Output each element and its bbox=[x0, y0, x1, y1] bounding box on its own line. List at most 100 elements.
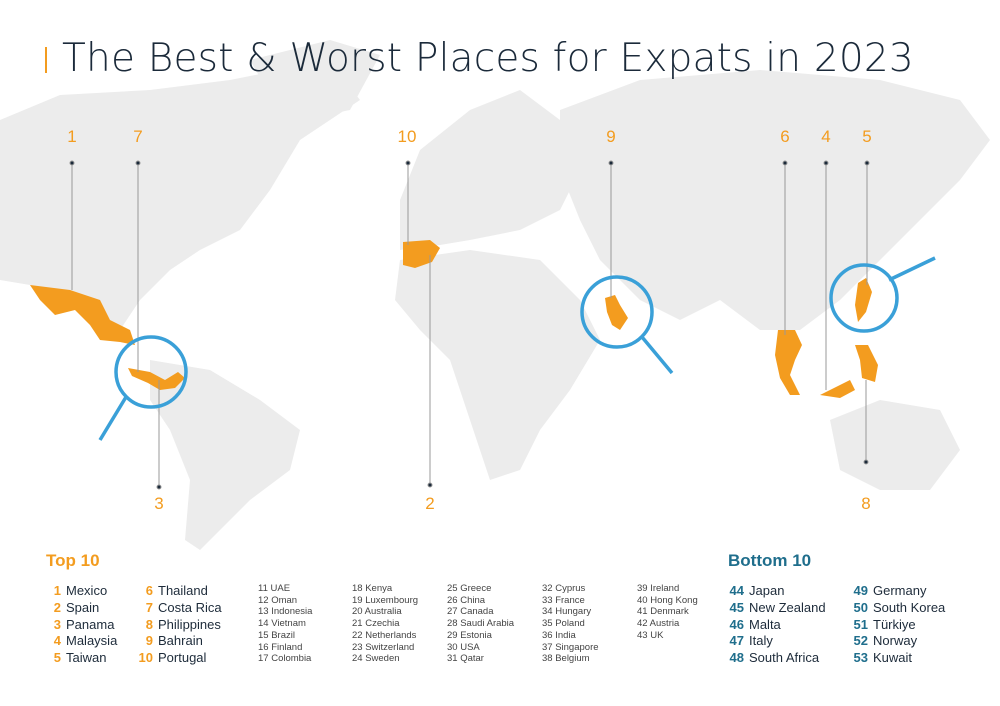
middle-rank-item: 18 Kenya bbox=[352, 583, 393, 594]
top10-item: 1 Mexico bbox=[45, 583, 107, 598]
middle-rank-item: 29 Estonia bbox=[447, 629, 492, 641]
callout-rank-taiwan: 5 bbox=[862, 127, 872, 146]
country-name: Malta bbox=[749, 617, 781, 632]
asia bbox=[560, 70, 990, 330]
country-name: Bahrain bbox=[158, 633, 203, 648]
middle-rank-item: 24 Sweden bbox=[352, 653, 400, 665]
country-name: Japan bbox=[749, 583, 785, 598]
middle-rank-item: 22 Netherlands bbox=[352, 629, 417, 641]
title-accent-bar bbox=[45, 47, 47, 73]
country-name: Türkiye bbox=[873, 617, 916, 632]
middle-rank-item: 20 Australia bbox=[352, 606, 402, 618]
country-name: Spain bbox=[66, 600, 100, 615]
top10-item: 5 Taiwan bbox=[45, 650, 107, 665]
middle-rank-item: 31 Qatar bbox=[447, 653, 484, 665]
middle-rank-item: 25 Greece bbox=[447, 583, 492, 594]
top10-item: 2 Spain bbox=[45, 600, 99, 615]
middle-rank-item: 42 Austria bbox=[637, 618, 680, 630]
south-america bbox=[150, 360, 300, 550]
rank-number: 47 bbox=[729, 633, 744, 648]
middle-rank-item: 41 Denmark bbox=[637, 606, 689, 618]
country-name: New Zealand bbox=[749, 600, 826, 615]
top10-item: 4 Malaysia bbox=[45, 633, 118, 648]
rank-number: 1 bbox=[53, 583, 61, 598]
magnifier-icons bbox=[98, 256, 936, 441]
spain-portugal-shape bbox=[403, 240, 440, 268]
middle-rank-item: 27 Canada bbox=[447, 606, 494, 618]
country-name: Panama bbox=[66, 617, 115, 632]
north-america bbox=[0, 60, 360, 330]
top10-item: 10 Portugal bbox=[137, 650, 207, 665]
highlighted-countries bbox=[30, 240, 878, 398]
middle-rank-item: 16 Finland bbox=[258, 641, 303, 653]
europe bbox=[400, 90, 580, 250]
malaysia-shape bbox=[820, 380, 855, 398]
country-name: Costa Rica bbox=[158, 600, 222, 615]
middle-rank-item: 36 India bbox=[542, 629, 576, 641]
rank-number: 6 bbox=[145, 583, 153, 598]
country-name: South Korea bbox=[873, 600, 946, 615]
middle-rank-item: 40 Hong Kong bbox=[637, 594, 698, 606]
greenland bbox=[250, 40, 380, 120]
middle-rank-item: 14 Vietnam bbox=[258, 618, 306, 630]
bottom10-item: 45 New Zealand bbox=[726, 600, 826, 615]
africa bbox=[395, 250, 600, 480]
rank-number: 8 bbox=[145, 617, 153, 632]
philippines-shape bbox=[855, 345, 878, 382]
country-name: Philippines bbox=[158, 617, 221, 632]
middle-rank-item: 23 Switzerland bbox=[352, 641, 415, 653]
middle-rank-item: 37 Singapore bbox=[542, 641, 599, 653]
rank-number: 49 bbox=[853, 583, 868, 598]
middle-rank-item: 34 Hungary bbox=[542, 606, 592, 618]
middle-rank-item: 26 China bbox=[447, 594, 486, 606]
top10-item: 8 Philippines bbox=[137, 617, 221, 632]
middle-rank-item: 19 Luxembourg bbox=[352, 594, 419, 606]
callout-rank-malaysia: 4 bbox=[821, 127, 831, 146]
country-name: Kuwait bbox=[873, 650, 913, 665]
top10-item: 3 Panama bbox=[45, 617, 115, 632]
rank-number: 9 bbox=[145, 633, 153, 648]
rank-number: 44 bbox=[729, 583, 744, 598]
middle-rank-item: 12 Oman bbox=[258, 594, 298, 606]
middle-rank-item: 32 Cyprus bbox=[542, 583, 586, 594]
central-america-shape bbox=[128, 368, 185, 390]
middle-rank-item: 43 UK bbox=[637, 629, 664, 641]
bottom10-item: 49 Germany bbox=[850, 583, 927, 598]
top10-item: 9 Bahrain bbox=[137, 633, 203, 648]
australia bbox=[830, 400, 960, 490]
middle-rank-item: 21 Czechia bbox=[352, 618, 400, 630]
taiwan-shape bbox=[855, 278, 872, 322]
bottom10-heading: Bottom 10 bbox=[728, 551, 812, 570]
middle-rank-item: 15 Brazil bbox=[258, 629, 295, 641]
top10-item: 7 Costa Rica bbox=[137, 600, 222, 615]
callout-rank-portugal: 10 bbox=[397, 127, 417, 146]
rank-number: 46 bbox=[729, 617, 744, 632]
middle-rank-item: 35 Poland bbox=[542, 618, 585, 630]
country-name: Italy bbox=[749, 633, 773, 648]
rank-number: 50 bbox=[853, 600, 868, 615]
country-name: Taiwan bbox=[66, 650, 107, 665]
bottom10-item: 51 Türkiye bbox=[850, 617, 916, 632]
callout-rank-mexico: 1 bbox=[67, 127, 77, 146]
rank-number: 10 bbox=[138, 650, 153, 665]
bottom10-item: 44 Japan bbox=[726, 583, 785, 598]
rank-number: 7 bbox=[145, 600, 153, 615]
middle-rank-item: 38 Belgium bbox=[542, 653, 590, 665]
thailand-shape bbox=[775, 330, 802, 395]
callout-rank-thailand: 6 bbox=[780, 127, 790, 146]
callout-rank-philippines: 8 bbox=[861, 494, 871, 513]
bottom10-item: 48 South Africa bbox=[726, 650, 820, 665]
rank-number: 51 bbox=[853, 617, 868, 632]
rank-number: 2 bbox=[53, 600, 61, 615]
bottom10-item: 47 Italy bbox=[726, 633, 773, 648]
bottom10-item: 52 Norway bbox=[850, 633, 918, 648]
middle-rank-item: 30 USA bbox=[447, 641, 480, 653]
callout-rank-spain: 2 bbox=[425, 494, 435, 513]
country-name: Mexico bbox=[66, 583, 108, 598]
bottom10-item: 46 Malta bbox=[726, 617, 781, 632]
bahrain-shape bbox=[605, 295, 628, 330]
bottom10-item: 53 Kuwait bbox=[850, 650, 913, 665]
country-name: Norway bbox=[873, 633, 918, 648]
magnifier-central-america bbox=[114, 335, 188, 409]
